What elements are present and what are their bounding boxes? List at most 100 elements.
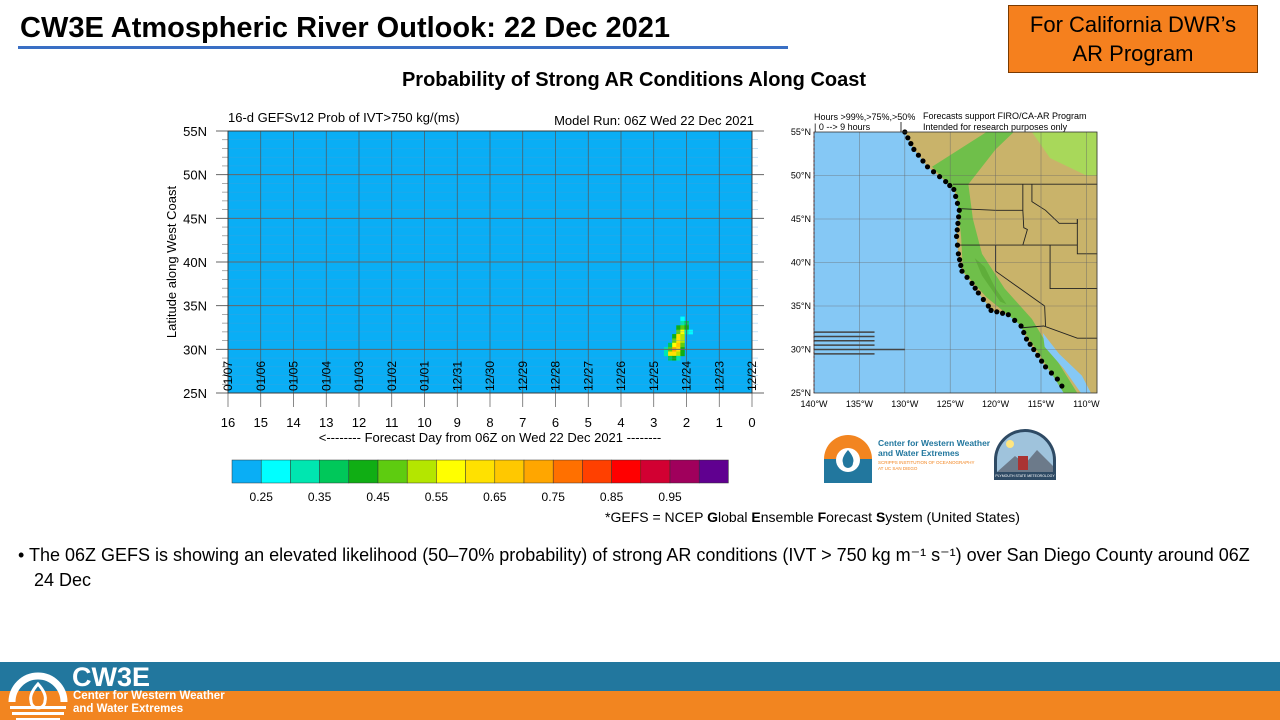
heatmap-cell [668, 351, 673, 357]
date-tick-label: 12/29 [516, 361, 530, 391]
colorbar-swatch [465, 459, 496, 484]
coastal-lowlands [932, 132, 1078, 393]
footer-subtitle-2: and Water Extremes [73, 703, 184, 715]
coast-point [964, 274, 970, 280]
coast-point [1054, 376, 1060, 382]
coast-point [951, 186, 957, 193]
heatmap-cell [663, 351, 669, 357]
map-lat-label: 50°N [791, 171, 811, 181]
y-tick-label: 25N [183, 386, 207, 401]
x-tick-label: 0 [748, 415, 755, 430]
date-tick-label: 12/28 [549, 361, 563, 391]
logo-text-3: SCRIPPS INSTITUTION OF OCEANOGRAPHY [878, 460, 975, 465]
map-frame [813, 131, 1098, 394]
colorbar-swatch [231, 459, 262, 484]
gulf-of-california [1042, 332, 1091, 393]
coast-point [954, 227, 960, 233]
program-badge: For California DWR’s AR Program [1008, 5, 1258, 73]
coast-point [975, 290, 981, 296]
colorbar-swatch [698, 459, 729, 484]
x-axis-label: <-------- Forecast Day from 06Z on Wed 2… [319, 430, 662, 445]
coast-point [953, 233, 960, 239]
chart-model-run: Model Run: 06Z Wed 22 Dec 2021 [554, 113, 754, 128]
gefs-note-part: E [751, 509, 761, 525]
heatmap-cell [676, 334, 681, 339]
coast-point [1012, 317, 1018, 323]
colorbar-label: 0.65 [483, 490, 507, 504]
y-tick-label: 55N [183, 124, 207, 139]
coast-point [1059, 383, 1065, 389]
colorbar-swatch [260, 459, 291, 484]
heatmap-cell [672, 342, 677, 348]
map-lon-label: 130°W [891, 399, 919, 409]
logo-text-4: AT UC SAN DIEGO [878, 466, 918, 471]
state-border [1031, 184, 1078, 224]
gefs-note-part: ystem (United States) [885, 509, 1020, 525]
date-tick-label: 01/01 [418, 361, 432, 391]
colorbar-label: 0.25 [250, 490, 274, 504]
x-tick-label: 4 [617, 415, 624, 430]
heatmap-cell [672, 351, 677, 357]
x-tick-label: 3 [650, 415, 657, 430]
badge-line-2: AR Program [1072, 41, 1194, 66]
x-tick-label: 1 [716, 415, 723, 430]
heatmap-cell [680, 351, 685, 357]
colorbar-swatch [611, 459, 642, 484]
coast-point [1018, 323, 1024, 329]
coast-point [959, 268, 965, 274]
coast-point [915, 152, 922, 158]
colorbar-swatch [640, 459, 671, 484]
map-lon-label: 110°W [1073, 399, 1100, 409]
coast-point [954, 200, 961, 206]
west-coast-map: Hours >99%,>75%,>50% | 0 --> 9 hours For… [791, 111, 1100, 483]
gefs-note-part: nsemble [760, 509, 818, 525]
x-tick-label: 5 [585, 415, 592, 430]
coast-point [943, 178, 949, 185]
coast-point [1005, 312, 1011, 318]
coast-point [955, 214, 962, 220]
coast-point [988, 307, 994, 313]
coast-point [947, 182, 953, 189]
y-tick-label: 50N [183, 168, 207, 183]
colorbar-swatch [290, 459, 320, 484]
coast-point [924, 164, 931, 170]
date-tick-label: 12/26 [614, 361, 628, 391]
heatmap-cell [680, 316, 685, 322]
heatmap-cell [680, 334, 685, 339]
coast-point [999, 310, 1006, 316]
gefs-footnote: *GEFS = NCEP Global Ensemble Forecast Sy… [605, 509, 1020, 525]
state-border [1022, 184, 1028, 246]
cw3e-logo: Center for Western Weather and Water Ext… [824, 435, 991, 483]
date-tick-label: 01/06 [254, 361, 268, 391]
colorbar-swatch [377, 459, 408, 484]
x-tick-label: 13 [319, 415, 333, 430]
colorbar-swatch [406, 459, 437, 484]
map-lon-label: 115°W [1028, 399, 1055, 409]
cw3e-footer-logo-icon [8, 672, 68, 720]
probability-heatmap-chart: 16-d GEFSv12 Prob of IVT>750 kg/(ms) Mod… [164, 110, 764, 445]
colorbar-label: 0.75 [542, 490, 566, 504]
date-tick-label: 12/30 [483, 361, 497, 391]
date-tick-label: 12/22 [745, 361, 759, 391]
coast-point [994, 309, 1000, 315]
map-lat-label: 55°N [791, 127, 811, 137]
slide-title: CW3E Atmospheric River Outlook: 22 Dec 2… [20, 12, 671, 44]
colorbar-swatch [319, 459, 350, 484]
gefs-note-part: G [707, 509, 718, 525]
colorbar-swatch [669, 459, 700, 484]
central-valley [974, 258, 1007, 305]
coast-point [958, 262, 964, 268]
coast-point [955, 251, 961, 257]
state-border [1076, 219, 1098, 255]
date-tick-label: 12/23 [712, 361, 726, 391]
logo-text-1: Center for Western Weather [878, 438, 991, 448]
gefs-note-part: S [875, 509, 886, 525]
colorbar-label: 0.45 [366, 490, 390, 504]
coast-point [980, 296, 986, 303]
gefs-note-part: orecast [826, 509, 876, 525]
date-tick-label: 12/31 [450, 361, 464, 391]
title-underline [18, 46, 788, 49]
x-tick-label: 2 [683, 415, 690, 430]
coast-point [1031, 346, 1037, 353]
gefs-note-part: F [817, 509, 827, 525]
